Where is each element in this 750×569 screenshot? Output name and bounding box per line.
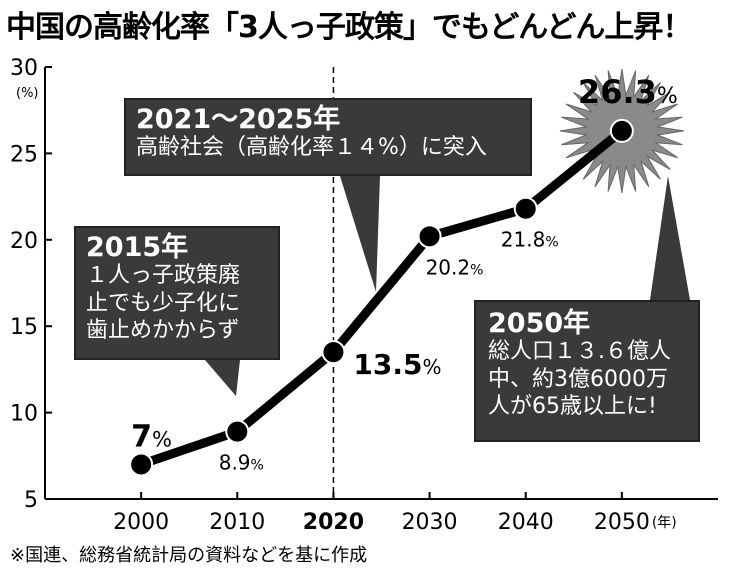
callout-2021-2025: 2021〜2025年 高齢社会（高齢化率１４%）に突入 — [124, 98, 532, 176]
y-tick-label: 15 — [10, 315, 38, 340]
page-title: 中国の高齢化率「3人っ子政策」でもどんどん上昇！ — [6, 10, 692, 45]
callout-2050: 2050年 総人口１３.６億人 中、約3億6000万 人が65歳以上に! — [474, 300, 700, 442]
y-tick-label: 10 — [10, 402, 38, 427]
callout-2015-pointer — [205, 360, 240, 396]
callout-2021-2025-text: 高齢社会（高齢化率１４%）に突入 — [136, 135, 487, 161]
x-tick-label: 2000 — [113, 510, 169, 535]
y-tick-label: 20 — [10, 229, 38, 254]
x-tick-label: 2010 — [209, 510, 265, 535]
data-point — [417, 224, 442, 249]
x-tick-label: 2020 — [303, 510, 364, 535]
callout-2021-2025-heading: 2021〜2025年 — [136, 104, 341, 135]
callout-2015-text: １人っ子政策廃 止でも少子化に 歯止めかからず — [86, 263, 241, 344]
x-tick-label: 2040 — [498, 510, 554, 535]
data-label: 26.3% — [578, 73, 678, 111]
data-label: 21.8% — [501, 228, 559, 252]
y-tick-label: 5 — [24, 488, 38, 513]
callout-2050-heading: 2050年 — [488, 308, 591, 339]
y-tick-label: 30 — [10, 56, 38, 81]
callout-2050-pointer — [650, 176, 690, 300]
y-tick-label: 25 — [10, 142, 38, 167]
callout-2015-heading: 2015年 — [86, 232, 189, 263]
data-label: 20.2% — [426, 255, 484, 279]
data-point — [225, 419, 250, 444]
callout-2050-text: 総人口１３.６億人 中、約3億6000万 人が65歳以上に! — [488, 339, 671, 420]
y-unit-label: (%) — [16, 86, 39, 101]
x-unit-label: (年) — [652, 515, 677, 531]
source-footnote: ※国連、総務省統計局の資料などを基に作成 — [10, 545, 368, 566]
data-point — [609, 118, 634, 143]
data-label: 7% — [131, 419, 172, 454]
data-label: 13.5% — [353, 348, 441, 381]
series-line — [139, 127, 625, 469]
x-tick-label: 2030 — [402, 510, 458, 535]
data-label: 8.9% — [219, 451, 264, 475]
x-tick-label: 2050 — [594, 510, 650, 535]
data-point — [513, 196, 538, 221]
data-point — [321, 340, 346, 365]
callout-2021-pointer — [340, 176, 380, 292]
callout-2015: 2015年 １人っ子政策廃 止でも少子化に 歯止めかからず — [74, 226, 280, 360]
data-point — [129, 452, 154, 477]
